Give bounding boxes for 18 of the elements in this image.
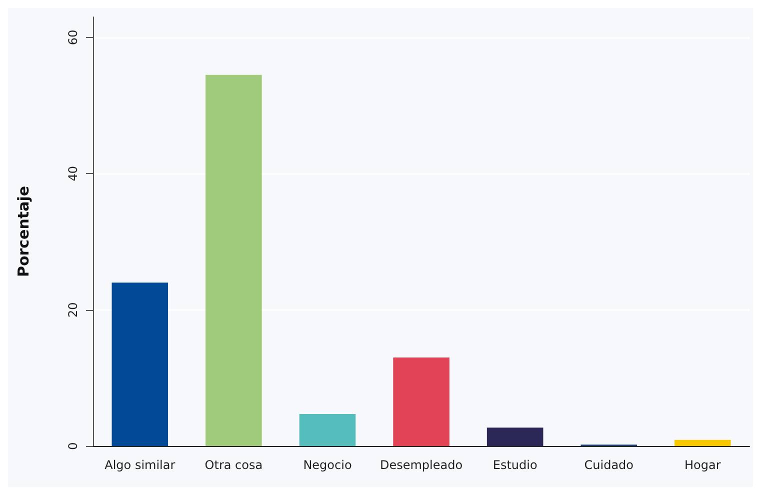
x-tick-label: Negocio	[303, 458, 352, 472]
y-tick-label: 0	[66, 442, 80, 450]
bar	[299, 414, 356, 446]
x-tick-label: Hogar	[684, 458, 721, 472]
y-tick-label: 20	[66, 302, 80, 318]
y-tick-label: 40	[66, 166, 80, 182]
x-tick-label: Algo similar	[104, 458, 176, 472]
bar	[674, 440, 731, 446]
y-tick-label: 60	[66, 30, 80, 46]
x-tick-label: Desempleado	[380, 458, 463, 472]
bar	[206, 74, 262, 446]
y-axis-title: Porcentaje	[14, 186, 32, 278]
x-tick-label: Cuidado	[584, 458, 634, 472]
bar	[393, 357, 450, 446]
x-tick-label: Estudio	[492, 458, 538, 472]
x-tick-label: Otra cosa	[204, 458, 263, 472]
bar	[112, 282, 168, 446]
bar	[486, 428, 544, 446]
